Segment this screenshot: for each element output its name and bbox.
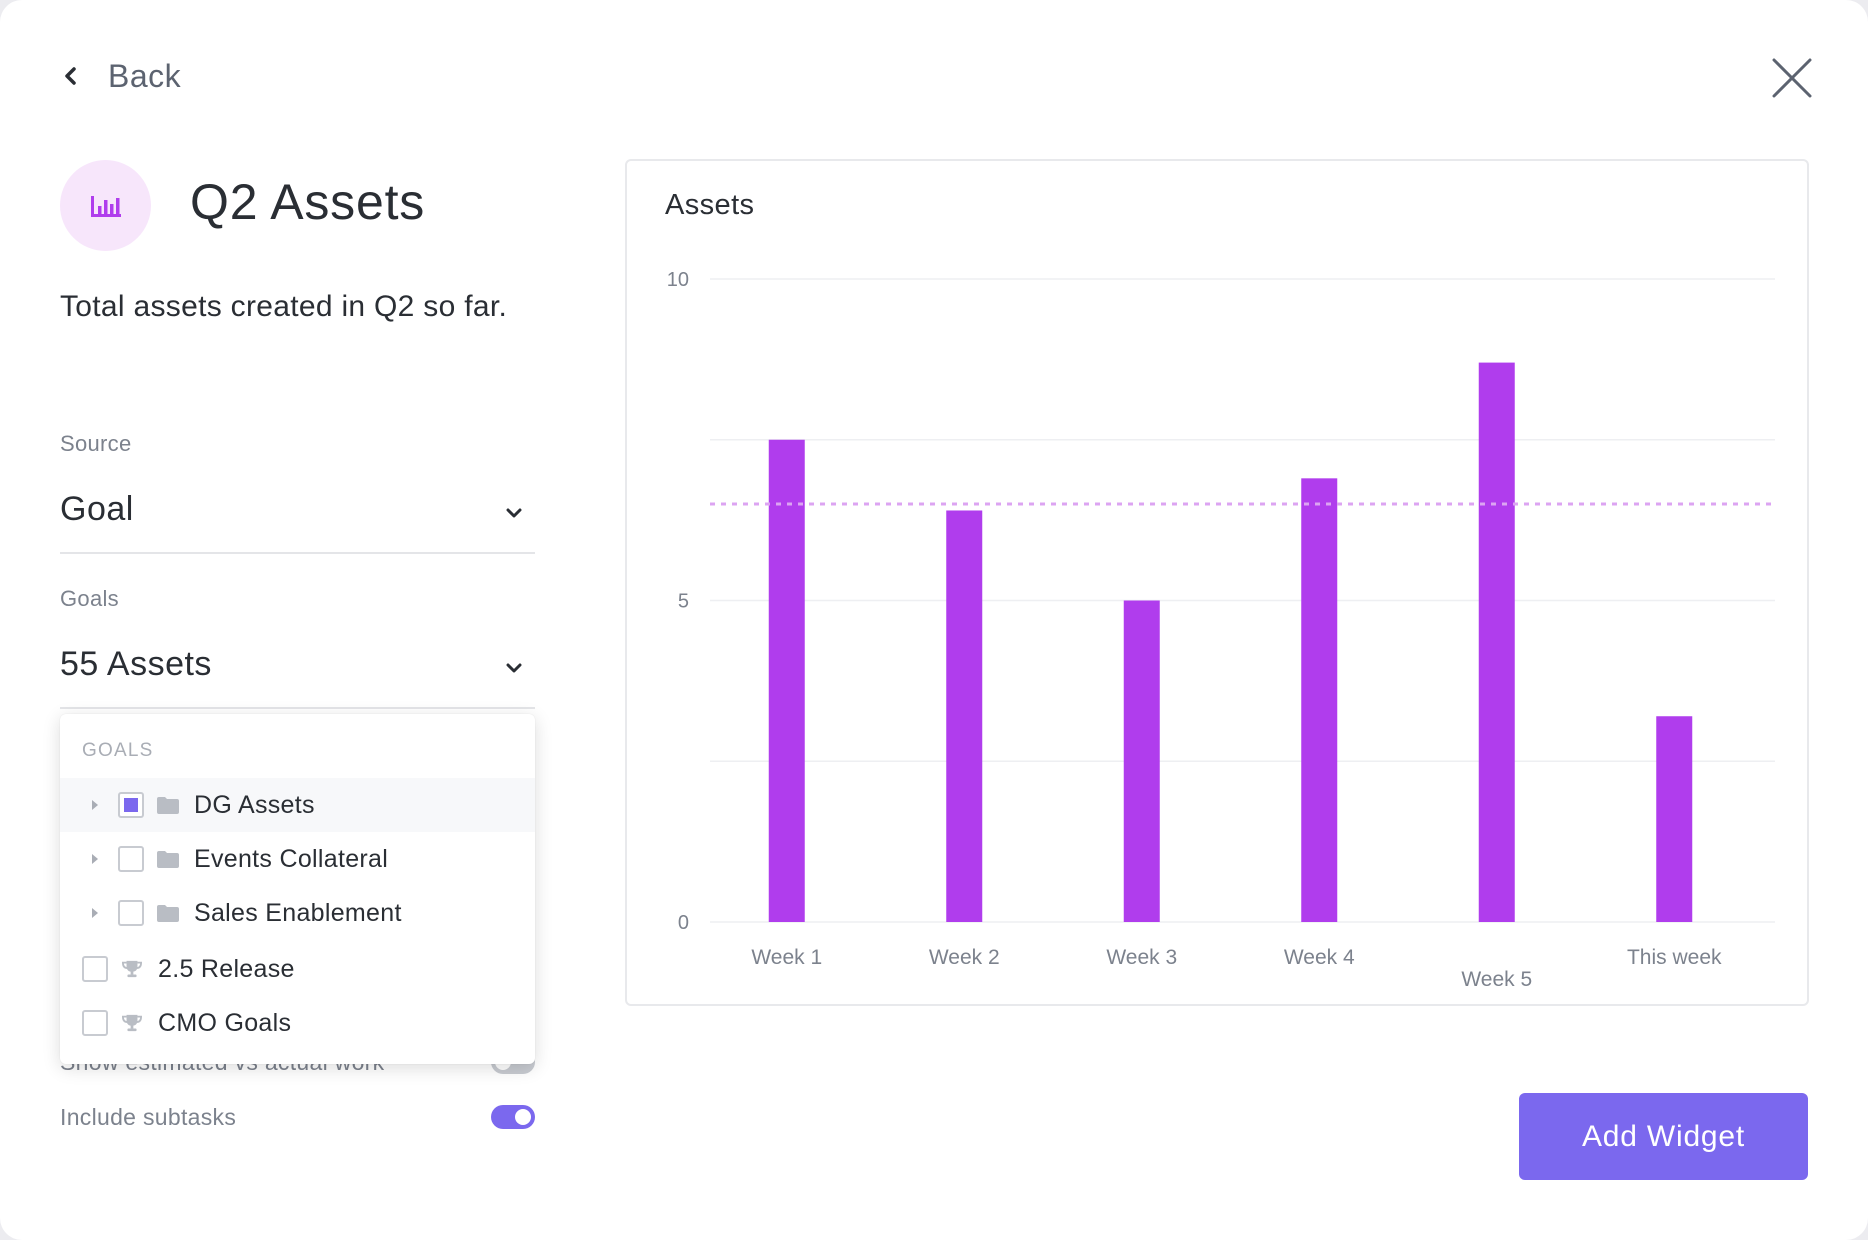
bar <box>1478 362 1515 923</box>
goal-item-label: CMO Goals <box>158 1008 292 1037</box>
x-tick-label: Week 5 <box>1461 968 1532 991</box>
x-tick-label: This week <box>1627 946 1722 969</box>
bar <box>1301 478 1338 922</box>
caret-right-icon[interactable] <box>90 906 100 920</box>
close-icon[interactable] <box>1770 56 1814 100</box>
caret-right-icon[interactable] <box>90 852 100 866</box>
widget-icon-badge <box>60 160 151 251</box>
goal-item-events-collateral[interactable]: Events Collateral <box>60 832 535 886</box>
subtasks-option-row: Include subtasks <box>60 1097 535 1137</box>
goal-item-label: DG Assets <box>194 790 315 819</box>
subtasks-toggle[interactable] <box>491 1105 535 1129</box>
caret-right-icon[interactable] <box>90 798 100 812</box>
trophy-icon <box>121 960 143 978</box>
dropdown-header: GOALS <box>82 740 154 761</box>
y-tick-label: 5 <box>678 591 689 613</box>
bar <box>1123 600 1160 922</box>
goal-item-label: Sales Enablement <box>194 898 402 927</box>
chevron-down-icon <box>506 663 522 673</box>
folder-icon <box>157 851 179 868</box>
goal-item-label: 2.5 Release <box>158 954 295 983</box>
add-widget-button[interactable]: Add Widget <box>1519 1093 1808 1180</box>
goals-select[interactable]: 55 Assets <box>60 637 535 709</box>
checkbox[interactable] <box>118 846 144 872</box>
chevron-left-icon <box>65 67 76 85</box>
goal-item-sales-enablement[interactable]: Sales Enablement <box>60 886 535 940</box>
goals-value: 55 Assets <box>60 645 212 683</box>
bar <box>768 439 805 922</box>
source-select[interactable]: Goal <box>60 482 535 554</box>
trophy-icon <box>121 1014 143 1032</box>
checkbox[interactable] <box>118 900 144 926</box>
goals-dropdown: GOALS DG Assets Events Collateral Sales … <box>60 714 535 1064</box>
back-button[interactable]: Back <box>60 52 181 100</box>
x-tick-label: Week 4 <box>1284 946 1355 969</box>
source-value: Goal <box>60 490 134 528</box>
goal-item-2-5-release[interactable]: 2.5 Release <box>60 942 535 996</box>
widget-description: Total assets created in Q2 so far. <box>60 290 508 323</box>
x-tick-label: Week 2 <box>929 946 1000 969</box>
bar <box>1656 716 1693 922</box>
bar-chart-icon <box>90 195 121 217</box>
goal-item-dg-assets[interactable]: DG Assets <box>60 778 535 832</box>
folder-icon <box>157 797 179 814</box>
checkbox[interactable] <box>82 1010 108 1036</box>
folder-icon <box>157 905 179 922</box>
chart-preview: Assets 0 5 10 Week 1 Week 2 Week 3 Week 4 Week … <box>625 159 1809 1006</box>
bar <box>946 510 983 922</box>
goal-item-cmo-goals[interactable]: CMO Goals <box>60 996 535 1050</box>
subtasks-option-label: Include subtasks <box>60 1103 237 1130</box>
checkbox[interactable] <box>118 792 144 818</box>
y-tick-label: 0 <box>678 912 689 934</box>
checkbox[interactable] <box>82 956 108 982</box>
goals-label: Goals <box>60 586 119 611</box>
y-tick-label: 10 <box>667 269 689 291</box>
back-label: Back <box>108 57 182 94</box>
chart-title: Assets <box>665 189 755 221</box>
widget-title: Q2 Assets <box>190 174 426 230</box>
chevron-down-icon <box>506 508 522 518</box>
bar-chart: 0 5 10 Week 1 Week 2 Week 3 Week 4 Week 5 This w… <box>667 269 1775 991</box>
source-label: Source <box>60 431 132 456</box>
goal-item-label: Events Collateral <box>194 844 389 873</box>
x-tick-label: Week 1 <box>751 946 822 969</box>
x-tick-label: Week 3 <box>1106 946 1177 969</box>
